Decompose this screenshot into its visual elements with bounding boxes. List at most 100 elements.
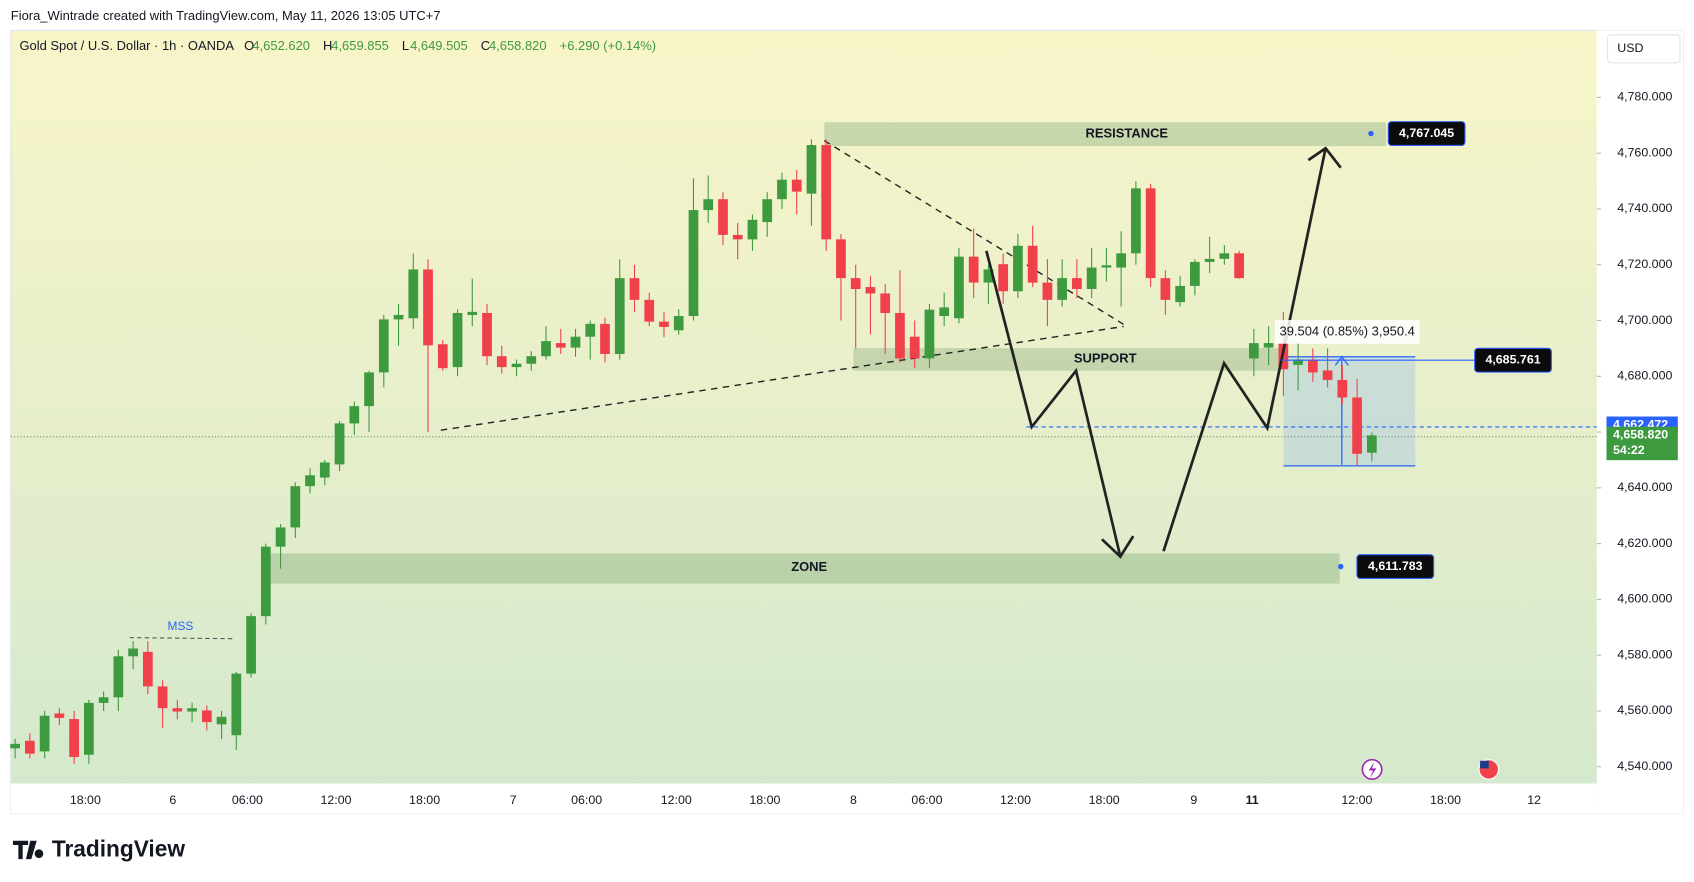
candle-body bbox=[1293, 359, 1303, 365]
y-tick-label: 4,600.000 bbox=[1617, 592, 1672, 606]
candle-body bbox=[378, 319, 389, 373]
last-price-label: 4,658.820 bbox=[1613, 428, 1668, 442]
zone-text: ZONE bbox=[791, 559, 827, 574]
candle-body bbox=[1234, 253, 1244, 279]
candle-body bbox=[614, 278, 625, 354]
price-label: 4,611.783 bbox=[1368, 559, 1423, 573]
candle-body bbox=[1086, 267, 1097, 289]
y-tick-label: 4,640.000 bbox=[1617, 480, 1672, 494]
symbol-title: Gold Spot / U.S. Dollar · 1h · OANDA bbox=[19, 38, 234, 53]
candle-body bbox=[1042, 282, 1053, 300]
candle-body bbox=[25, 740, 35, 754]
x-tick-label: 18:00 bbox=[1089, 793, 1120, 807]
candle-body bbox=[83, 702, 94, 755]
brand-logo bbox=[12, 840, 44, 860]
currency-box[interactable] bbox=[1607, 34, 1681, 64]
y-tick-label: 4,680.000 bbox=[1617, 369, 1672, 383]
candles bbox=[10, 139, 1377, 764]
candle-body bbox=[1204, 258, 1215, 262]
candle-body bbox=[688, 210, 699, 317]
x-tick-label: 7 bbox=[510, 793, 517, 807]
candle-body bbox=[349, 406, 360, 424]
x-tick-label: 6 bbox=[169, 793, 176, 807]
mss-label: MSS bbox=[168, 619, 194, 633]
candle-body bbox=[791, 179, 802, 192]
x-tick-label: 12:00 bbox=[661, 793, 692, 807]
mss-line bbox=[129, 637, 233, 640]
candle-body bbox=[821, 145, 832, 240]
candle-body bbox=[260, 546, 271, 617]
candle-body bbox=[659, 321, 669, 327]
candle-body bbox=[673, 316, 684, 331]
candle-body bbox=[437, 344, 448, 369]
event-icon-bolt bbox=[1368, 761, 1377, 779]
candle-body bbox=[1322, 370, 1333, 380]
candle-body bbox=[408, 269, 419, 319]
x-tick-label: 12:00 bbox=[1000, 793, 1031, 807]
legend-value: 4,649.505 bbox=[410, 38, 468, 53]
x-tick-label: 18:00 bbox=[409, 793, 440, 807]
zones bbox=[267, 122, 1387, 584]
candle-body bbox=[393, 314, 404, 320]
legend-key: H bbox=[323, 38, 332, 53]
candle-body bbox=[319, 462, 330, 478]
candle-body bbox=[1131, 188, 1141, 254]
candle-body bbox=[275, 527, 286, 547]
x-tick-label: 12:00 bbox=[1341, 793, 1372, 807]
price-label-box bbox=[1387, 121, 1466, 146]
x-tick-label: 12:00 bbox=[320, 793, 351, 807]
candle-body bbox=[231, 673, 242, 736]
candle-body bbox=[939, 307, 950, 317]
x-tick-label: 8 bbox=[850, 793, 857, 807]
path-arrow bbox=[1162, 147, 1327, 552]
x-tick-label: 06:00 bbox=[232, 793, 263, 807]
candle-body bbox=[1263, 343, 1274, 348]
candle-body bbox=[718, 199, 728, 235]
arrowhead bbox=[1307, 146, 1342, 169]
price-label-box bbox=[1356, 554, 1435, 579]
candle-body bbox=[909, 336, 920, 359]
candle-body bbox=[423, 269, 433, 346]
candle-body bbox=[732, 234, 743, 240]
candle-body bbox=[113, 656, 124, 698]
candle-body bbox=[1307, 359, 1318, 373]
candle-body bbox=[1352, 397, 1362, 454]
measure-label-bg bbox=[1274, 320, 1420, 344]
candle-body bbox=[644, 299, 655, 322]
candle-body bbox=[1190, 261, 1200, 286]
candle-body bbox=[54, 713, 65, 718]
candle-body bbox=[1013, 245, 1023, 292]
candle-body bbox=[585, 323, 596, 337]
measure-box bbox=[1283, 356, 1416, 466]
y-tick-label: 4,580.000 bbox=[1617, 647, 1672, 661]
candle-body bbox=[290, 486, 301, 528]
candle-body bbox=[1116, 253, 1127, 268]
candle-body bbox=[865, 287, 876, 294]
support-zone bbox=[853, 348, 1281, 371]
zone-text: RESISTANCE bbox=[1086, 126, 1169, 141]
countdown: 54:22 bbox=[1613, 443, 1645, 457]
candle-body bbox=[895, 312, 905, 359]
candle-body bbox=[1337, 379, 1348, 398]
candle-body bbox=[880, 293, 891, 313]
price-label: 4,767.045 bbox=[1399, 126, 1454, 140]
candle-body bbox=[600, 323, 610, 354]
candle-body bbox=[452, 312, 463, 368]
candle-body bbox=[467, 311, 478, 315]
time-axis bbox=[10, 783, 1597, 814]
candle-body bbox=[1101, 265, 1112, 268]
price-dot bbox=[1338, 563, 1344, 570]
x-tick-label: 18:00 bbox=[749, 793, 780, 807]
x-tick-label: 9 bbox=[1190, 793, 1197, 807]
candle-body bbox=[806, 145, 817, 194]
candle-body bbox=[216, 716, 227, 725]
us-event-icon-flag bbox=[1480, 760, 1489, 769]
candle-body bbox=[482, 312, 492, 357]
x-tick-label: 12 bbox=[1527, 793, 1541, 807]
x-tick-label: 18:00 bbox=[1430, 793, 1461, 807]
x-tick-label: 18:00 bbox=[70, 793, 101, 807]
resistance-zone bbox=[824, 122, 1387, 147]
candle-body bbox=[762, 199, 773, 223]
candle-body bbox=[954, 256, 964, 319]
